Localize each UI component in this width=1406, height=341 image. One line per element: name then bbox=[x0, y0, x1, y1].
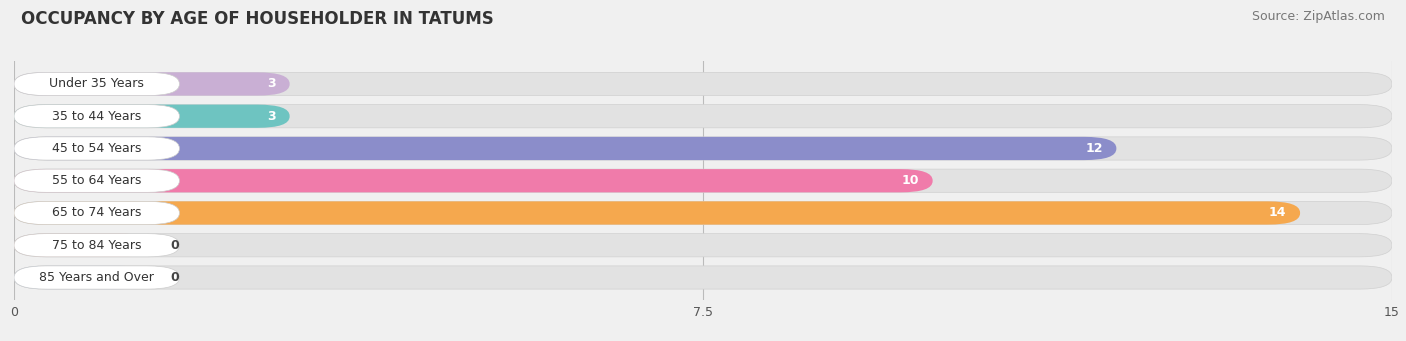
FancyBboxPatch shape bbox=[14, 169, 932, 192]
FancyBboxPatch shape bbox=[14, 202, 180, 225]
Text: 75 to 84 Years: 75 to 84 Years bbox=[52, 239, 142, 252]
FancyBboxPatch shape bbox=[14, 105, 290, 128]
FancyBboxPatch shape bbox=[14, 234, 1392, 257]
Text: Under 35 Years: Under 35 Years bbox=[49, 77, 145, 90]
FancyBboxPatch shape bbox=[14, 266, 180, 289]
FancyBboxPatch shape bbox=[14, 169, 180, 192]
Text: 85 Years and Over: 85 Years and Over bbox=[39, 271, 155, 284]
Text: 12: 12 bbox=[1085, 142, 1102, 155]
Text: 0: 0 bbox=[170, 239, 179, 252]
FancyBboxPatch shape bbox=[14, 234, 180, 257]
FancyBboxPatch shape bbox=[14, 72, 180, 95]
Text: 65 to 74 Years: 65 to 74 Years bbox=[52, 207, 142, 220]
Text: 14: 14 bbox=[1268, 207, 1286, 220]
FancyBboxPatch shape bbox=[14, 137, 180, 160]
FancyBboxPatch shape bbox=[14, 105, 180, 128]
Text: 35 to 44 Years: 35 to 44 Years bbox=[52, 110, 142, 123]
Text: 0: 0 bbox=[170, 271, 179, 284]
Text: 45 to 54 Years: 45 to 54 Years bbox=[52, 142, 142, 155]
Text: 55 to 64 Years: 55 to 64 Years bbox=[52, 174, 142, 187]
FancyBboxPatch shape bbox=[14, 105, 1392, 128]
Text: 3: 3 bbox=[267, 110, 276, 123]
FancyBboxPatch shape bbox=[14, 202, 1301, 225]
FancyBboxPatch shape bbox=[14, 72, 1392, 95]
FancyBboxPatch shape bbox=[14, 72, 290, 95]
FancyBboxPatch shape bbox=[14, 266, 152, 289]
FancyBboxPatch shape bbox=[14, 169, 1392, 192]
Text: OCCUPANCY BY AGE OF HOUSEHOLDER IN TATUMS: OCCUPANCY BY AGE OF HOUSEHOLDER IN TATUM… bbox=[21, 10, 494, 28]
FancyBboxPatch shape bbox=[14, 234, 152, 257]
Text: 3: 3 bbox=[267, 77, 276, 90]
Text: 10: 10 bbox=[901, 174, 920, 187]
FancyBboxPatch shape bbox=[14, 202, 1392, 225]
Text: Source: ZipAtlas.com: Source: ZipAtlas.com bbox=[1251, 10, 1385, 23]
FancyBboxPatch shape bbox=[14, 137, 1392, 160]
FancyBboxPatch shape bbox=[14, 266, 1392, 289]
FancyBboxPatch shape bbox=[14, 137, 1116, 160]
